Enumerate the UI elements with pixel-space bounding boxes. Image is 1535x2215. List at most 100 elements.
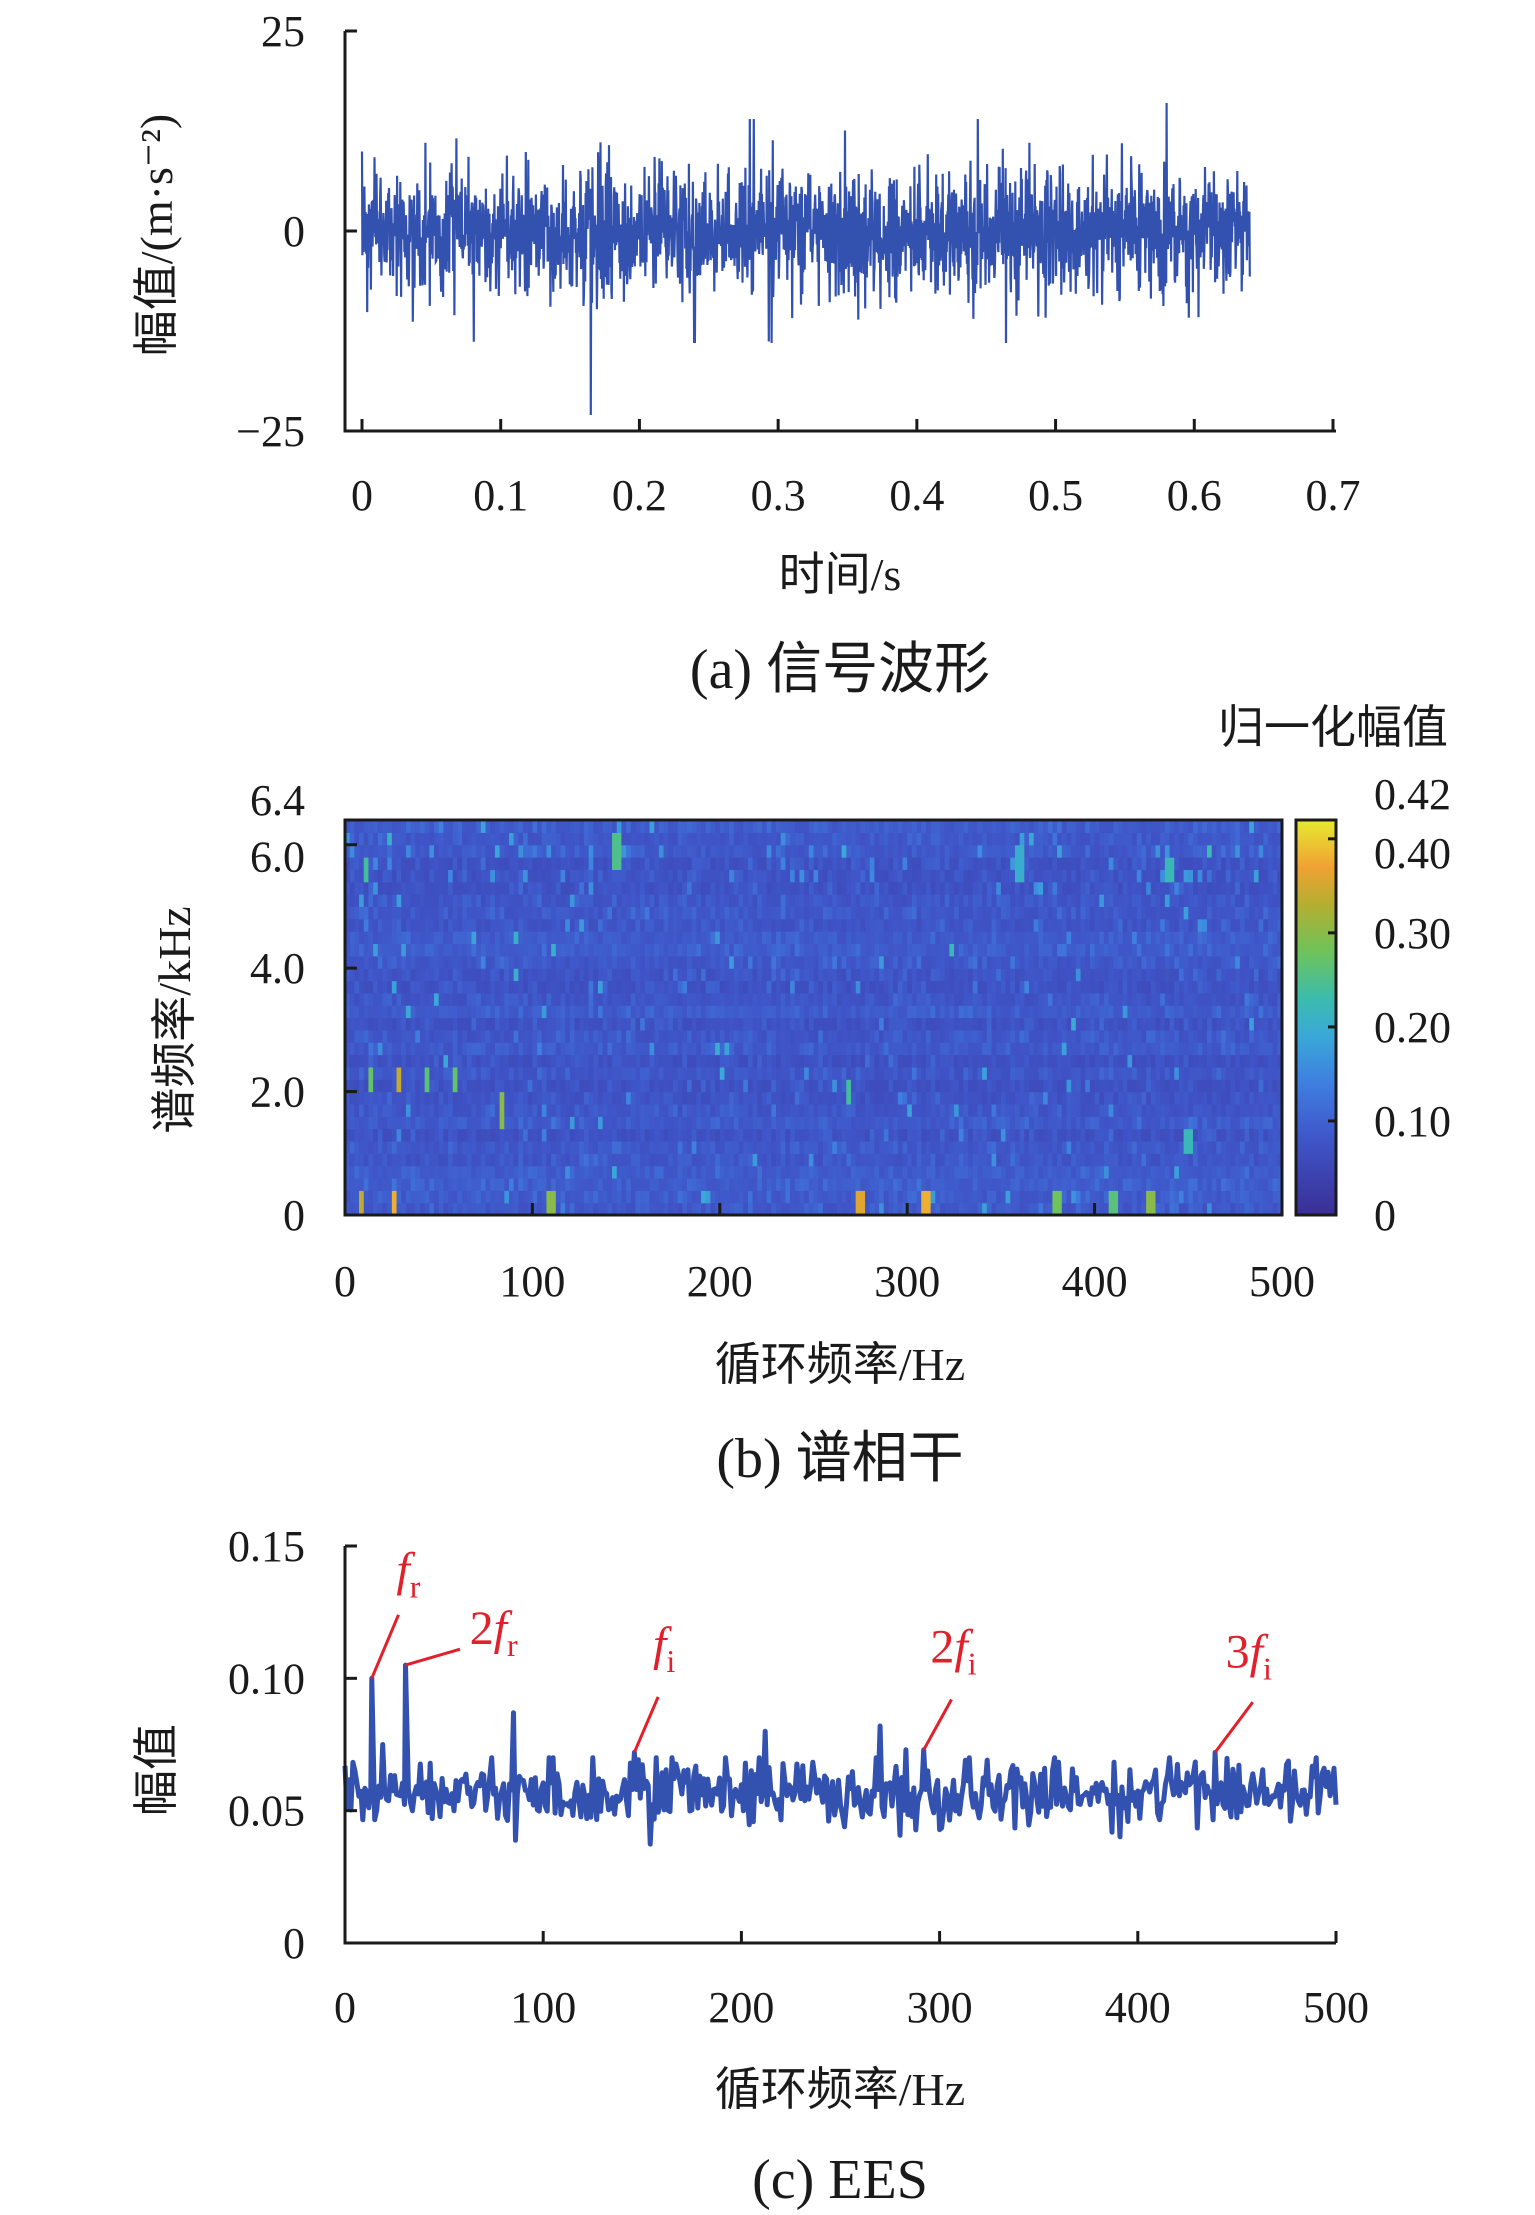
heatmap-cell: [434, 1042, 440, 1056]
heatmap-cell: [518, 968, 524, 982]
heatmap-cell: [841, 992, 847, 1006]
heatmap-cell: [743, 1029, 749, 1043]
heatmap-cell: [1160, 1066, 1166, 1080]
heatmap-cell: [930, 1042, 936, 1056]
heatmap-cell: [1057, 1079, 1063, 1093]
heatmap-cell: [935, 1103, 941, 1117]
heatmap-cell: [401, 1190, 407, 1204]
heatmap-cell: [1221, 1017, 1227, 1031]
heatmap-cell: [1038, 1079, 1044, 1093]
heatmap-cell: [1080, 1005, 1086, 1019]
heatmap-cell: [546, 906, 552, 920]
heatmap-cell: [419, 1005, 426, 1019]
heatmap-cell: [982, 1177, 988, 1191]
heatmap-cell: [1014, 1165, 1021, 1179]
heatmap-cell: [696, 1140, 702, 1154]
heatmap-cell: [701, 1165, 707, 1179]
heatmap-cell: [1164, 992, 1171, 1006]
heatmap-cell: [799, 1042, 805, 1056]
heatmap-cell: [836, 1079, 843, 1093]
heatmap-cell: [869, 1066, 875, 1080]
heatmap-cell: [668, 1153, 674, 1167]
heatmap-cell: [504, 1177, 510, 1191]
heatmap-cell: [560, 943, 566, 957]
heatmap-cell: [1216, 943, 1222, 957]
heatmap-cell: [1122, 1054, 1128, 1068]
heatmap-cell: [1253, 918, 1260, 932]
heatmap-cell: [701, 1029, 707, 1043]
heatmap-cell: [1122, 1017, 1128, 1031]
heatmap-cell: [363, 980, 370, 994]
heatmap-cell: [359, 1116, 365, 1130]
heatmap-cell: [1019, 918, 1025, 932]
heatmap-cell: [1192, 1042, 1199, 1056]
heatmap-cell: [349, 1054, 355, 1068]
heatmap-cell: [1038, 1140, 1044, 1154]
heatmap-cell: [448, 968, 454, 982]
heatmap-cell: [738, 1153, 744, 1167]
heatmap-cell: [1071, 1177, 1077, 1191]
heatmap-cell: [846, 1054, 852, 1068]
heatmap-cell: [883, 1005, 890, 1019]
heatmap-cell: [1183, 1017, 1189, 1031]
heatmap-cell: [691, 1128, 697, 1142]
heatmap-cell: [443, 1140, 449, 1154]
heatmap-cell: [1094, 1054, 1100, 1068]
heatmap-cell: [1211, 1190, 1217, 1204]
heatmap-cell: [1005, 1005, 1011, 1019]
heatmap-cell: [869, 1054, 875, 1068]
heatmap-cell: [808, 1103, 815, 1117]
heatmap-cell: [490, 1066, 496, 1080]
heatmap-cell: [776, 1091, 782, 1105]
heatmap-cell: [897, 1042, 904, 1056]
heatmap-cell: [949, 1103, 955, 1117]
heatmap-cell: [1221, 1079, 1227, 1093]
heatmap-cell: [635, 1116, 641, 1130]
heatmap-cell: [1277, 1190, 1283, 1204]
heatmap-cell: [1272, 1005, 1278, 1019]
heatmap-cell: [822, 1202, 829, 1216]
heatmap-cell: [452, 1153, 459, 1167]
heatmap-cell: [766, 1165, 772, 1179]
heatmap-cell: [808, 1066, 815, 1080]
heatmap-cell: [761, 931, 768, 945]
heatmap-cell: [1038, 1177, 1044, 1191]
heatmap-cell: [1169, 1005, 1175, 1019]
heatmap-cell: [396, 1177, 402, 1191]
heatmap-cell: [1122, 906, 1128, 920]
heatmap-cell: [710, 1079, 716, 1093]
heatmap-cell: [902, 918, 908, 932]
heatmap-cell: [419, 1165, 426, 1179]
heatmap-cell: [626, 992, 632, 1006]
heatmap-cell: [1141, 1042, 1147, 1056]
heatmap-cell: [443, 1103, 449, 1117]
heatmap-cell: [719, 1128, 726, 1142]
heatmap-cell: [593, 980, 599, 994]
heatmap-cell: [1197, 968, 1203, 982]
heatmap-cell: [677, 1029, 683, 1043]
heatmap-cell: [1263, 943, 1269, 957]
heatmap-cell: [813, 943, 819, 957]
heatmap-cell: [1132, 1190, 1138, 1204]
heatmap-cell: [1132, 1103, 1138, 1117]
heatmap-cell: [776, 1177, 782, 1191]
heatmap-cell: [1094, 968, 1100, 982]
heatmap-cell: [808, 1042, 815, 1056]
heatmap-cell: [471, 1165, 477, 1179]
heatmap-cell: [434, 906, 440, 920]
heatmap-cell: [654, 955, 660, 969]
heatmap-cell: [405, 1066, 412, 1080]
heatmap-cell: [1075, 1066, 1082, 1080]
heatmap-cell: [1207, 955, 1213, 969]
heatmap-cell: [583, 943, 590, 957]
heatmap-cell: [410, 1165, 416, 1179]
heatmap-cell: [546, 943, 552, 957]
heatmap-cell: [1192, 1165, 1199, 1179]
heatmap-cell: [991, 943, 997, 957]
heatmap-cell: [790, 1005, 796, 1019]
heatmap-cell: [790, 1177, 796, 1191]
heatmap-cell: [1038, 1029, 1044, 1043]
heatmap-cell: [1207, 968, 1213, 982]
heatmap-cell: [1066, 1140, 1072, 1154]
heatmap-cell: [387, 1091, 393, 1105]
